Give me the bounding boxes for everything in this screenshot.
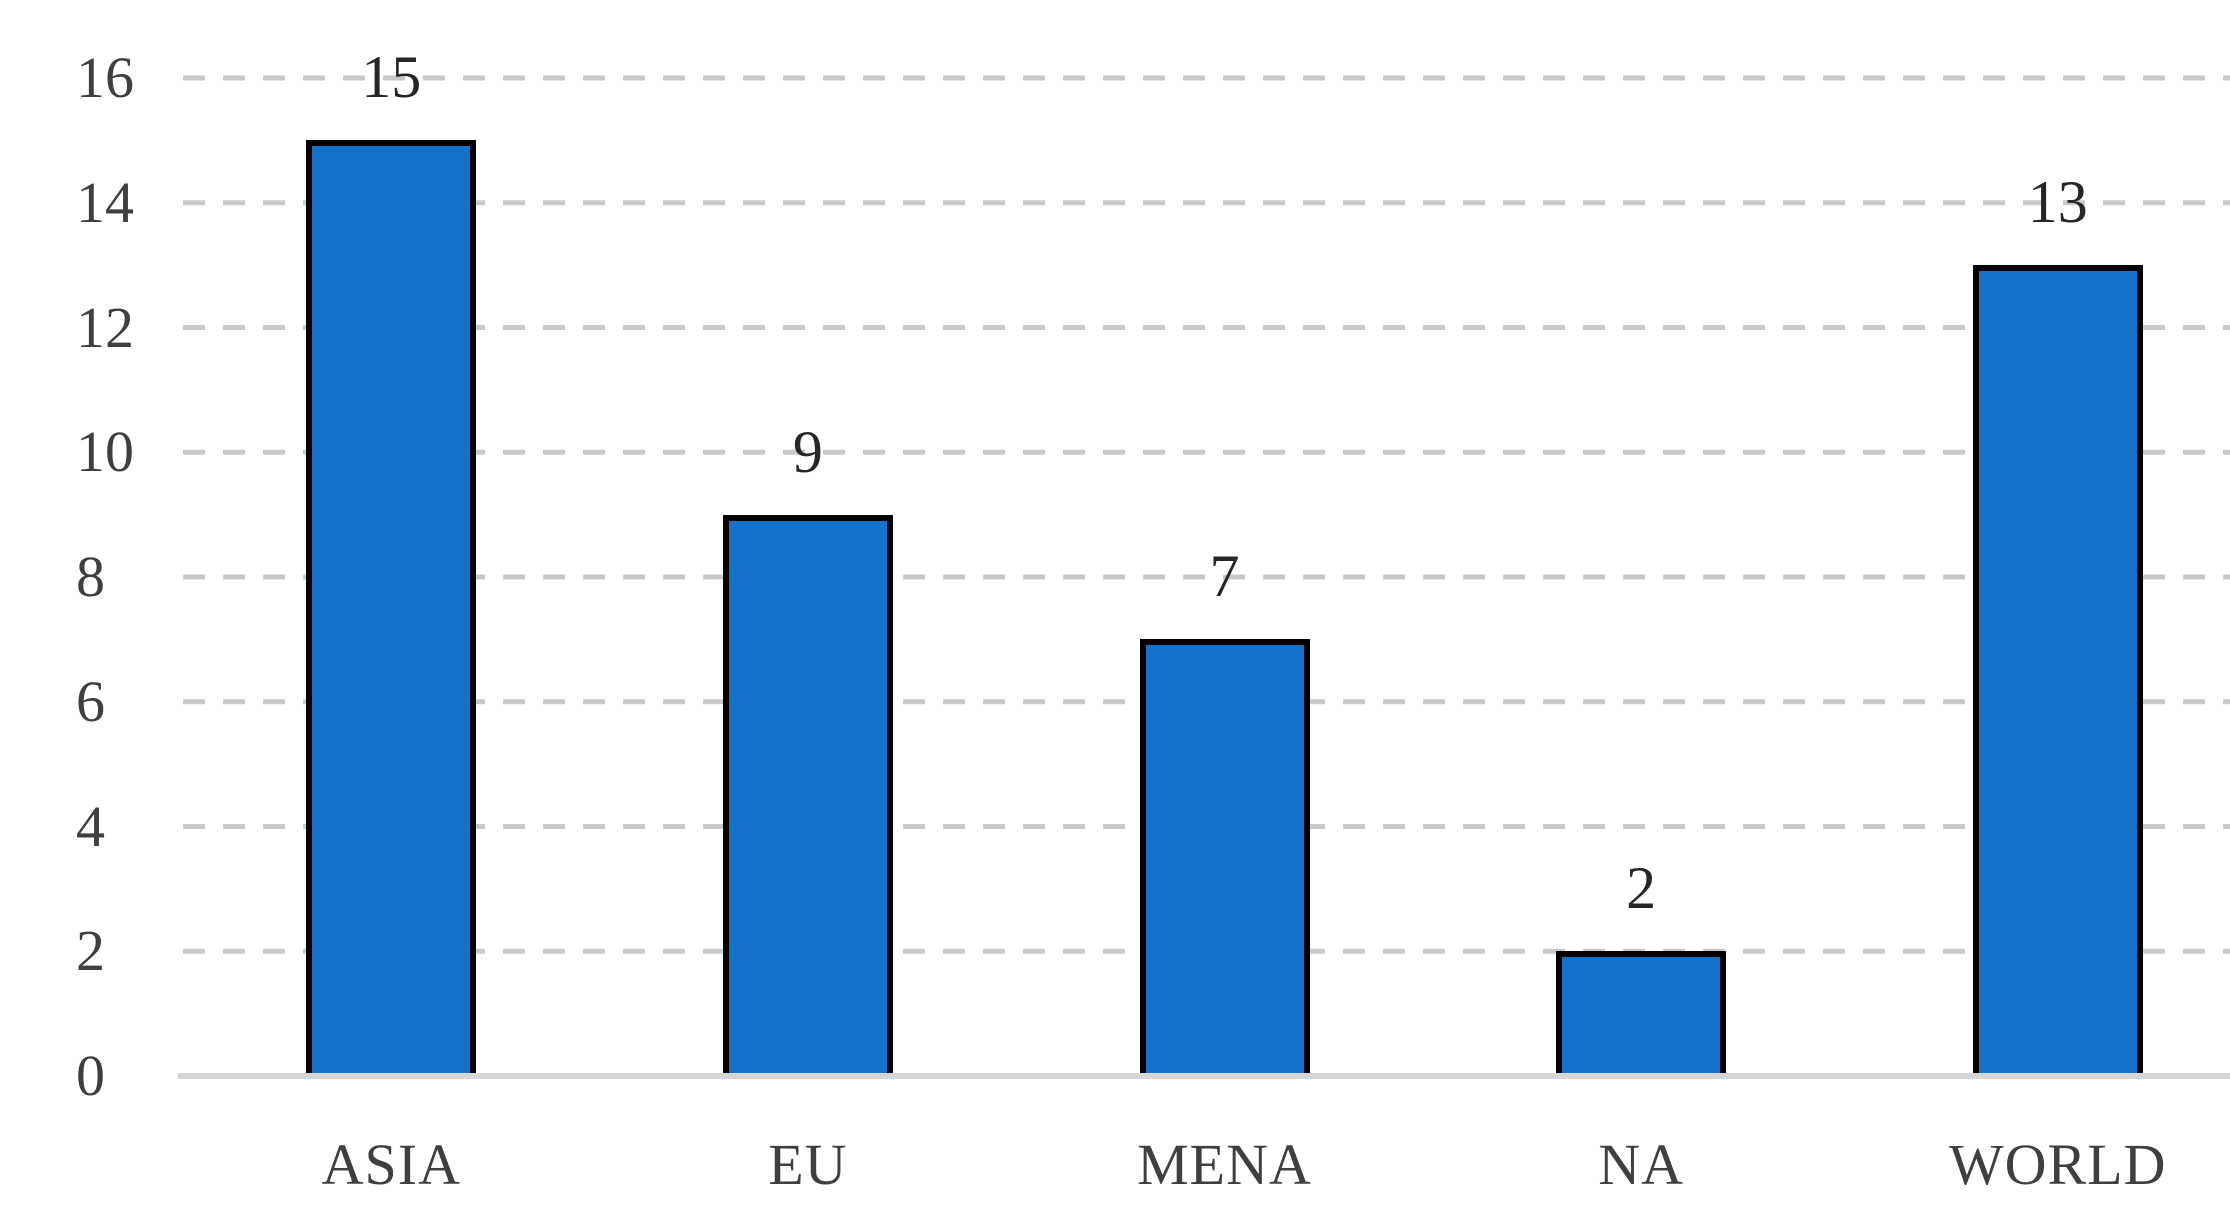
gridlines-layer [183, 75, 2230, 954]
bar-chart: 0 2 4 6 8 10 12 14 16 15 9 7 2 13 ASIA EU MENA NA WORLD [40, 16, 2230, 1208]
x-axis-line [178, 1073, 2230, 1079]
